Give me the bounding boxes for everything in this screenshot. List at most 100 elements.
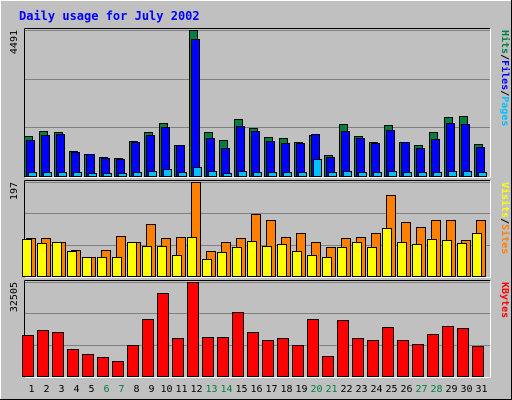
bar-visits-day-7 bbox=[112, 257, 122, 277]
day-label-17: 17 bbox=[265, 384, 277, 395]
day-label-13: 13 bbox=[205, 384, 217, 395]
bar-files-day-25 bbox=[386, 130, 395, 177]
bar-visits-day-29 bbox=[442, 240, 452, 277]
bar-kbytes-day-5 bbox=[82, 354, 94, 377]
bar-kbytes-day-21 bbox=[322, 356, 334, 377]
bar-kbytes-day-2 bbox=[37, 330, 49, 377]
bar-kbytes-day-16 bbox=[247, 332, 259, 377]
bar-kbytes-day-12 bbox=[187, 282, 199, 377]
bar-visits-day-30 bbox=[457, 243, 467, 277]
bar-kbytes-day-30 bbox=[457, 328, 469, 377]
bar-visits-day-17 bbox=[262, 246, 272, 277]
bar-visits-day-23 bbox=[352, 242, 362, 277]
bar-pages-day-20 bbox=[313, 159, 322, 177]
bar-visits-day-1 bbox=[22, 239, 32, 277]
bar-visits-day-22 bbox=[337, 247, 347, 277]
bar-pages-day-7 bbox=[118, 173, 127, 177]
bar-kbytes-day-4 bbox=[67, 349, 79, 377]
series-pages bbox=[28, 159, 487, 177]
bar-files-day-12 bbox=[191, 39, 200, 177]
bar-visits-day-9 bbox=[142, 246, 152, 277]
bar-pages-day-24 bbox=[373, 172, 382, 177]
legend-entry: Sites bbox=[499, 224, 511, 254]
day-label-11: 11 bbox=[175, 384, 187, 395]
day-label-12: 12 bbox=[190, 384, 202, 395]
bar-visits-day-28 bbox=[427, 239, 437, 277]
legend-entry: Hits bbox=[499, 30, 511, 54]
day-label-16: 16 bbox=[250, 384, 262, 395]
bar-pages-day-6 bbox=[103, 173, 112, 177]
bar-kbytes-day-6 bbox=[97, 357, 109, 377]
bar-pages-day-26 bbox=[403, 172, 412, 177]
bar-pages-day-15 bbox=[238, 171, 247, 177]
day-label-19: 19 bbox=[295, 384, 307, 395]
bar-visits-day-12 bbox=[187, 237, 197, 277]
bar-visits-day-10 bbox=[157, 246, 167, 277]
series-legend: Visits/Sites bbox=[499, 182, 511, 254]
bar-visits-day-13 bbox=[202, 259, 212, 277]
day-label-24: 24 bbox=[370, 384, 382, 395]
bar-files-day-29 bbox=[446, 123, 455, 177]
bar-kbytes-day-24 bbox=[367, 340, 379, 377]
bar-kbytes-day-10 bbox=[157, 293, 169, 377]
bar-pages-day-30 bbox=[463, 171, 472, 177]
legend-entry: KBytes bbox=[499, 282, 510, 318]
bar-kbytes-day-1 bbox=[22, 335, 34, 377]
bar-kbytes-day-25 bbox=[382, 327, 394, 377]
day-label-6: 6 bbox=[103, 384, 109, 395]
bar-files-day-16 bbox=[251, 131, 260, 177]
bar-pages-day-29 bbox=[448, 171, 457, 177]
bar-kbytes-day-20 bbox=[307, 319, 319, 377]
bar-pages-day-5 bbox=[88, 173, 97, 177]
bar-files-day-3 bbox=[56, 134, 65, 177]
day-label-5: 5 bbox=[88, 384, 94, 395]
bar-files-day-24 bbox=[371, 143, 380, 177]
bar-files-day-23 bbox=[356, 138, 365, 177]
bar-visits-day-24 bbox=[367, 247, 377, 277]
day-label-29: 29 bbox=[445, 384, 457, 395]
day-label-31: 31 bbox=[475, 384, 487, 395]
bar-visits-day-8 bbox=[127, 242, 137, 277]
bar-kbytes-day-11 bbox=[172, 338, 184, 377]
bar-kbytes-day-28 bbox=[427, 334, 439, 377]
bar-files-day-1 bbox=[26, 140, 35, 177]
legend-entry: Visits bbox=[499, 182, 511, 218]
bar-visits-day-5 bbox=[82, 257, 92, 277]
chart-title: Daily usage for July 2002 bbox=[19, 9, 200, 23]
y-max-label: 32505 bbox=[9, 282, 20, 312]
legend-entry: / bbox=[499, 218, 510, 224]
bar-kbytes-day-23 bbox=[352, 338, 364, 377]
bar-pages-day-22 bbox=[343, 171, 352, 177]
legend-entry: Files bbox=[499, 60, 511, 90]
bar-pages-day-23 bbox=[358, 172, 367, 177]
bar-pages-day-21 bbox=[328, 172, 337, 177]
day-label-15: 15 bbox=[235, 384, 247, 395]
day-label-21: 21 bbox=[325, 384, 337, 395]
bar-files-day-14 bbox=[221, 148, 230, 177]
bar-kbytes-day-27 bbox=[412, 344, 424, 377]
day-label-27: 27 bbox=[415, 384, 427, 395]
bar-kbytes-day-3 bbox=[52, 332, 64, 377]
bar-kbytes-day-19 bbox=[292, 345, 304, 377]
bar-kbytes-day-26 bbox=[397, 340, 409, 377]
bar-pages-day-2 bbox=[43, 172, 52, 177]
bar-pages-day-17 bbox=[268, 172, 277, 177]
bar-files-day-9 bbox=[146, 135, 155, 177]
day-label-28: 28 bbox=[430, 384, 442, 395]
bar-pages-day-14 bbox=[223, 173, 232, 177]
day-label-25: 25 bbox=[385, 384, 397, 395]
bar-pages-day-9 bbox=[148, 171, 157, 177]
bar-kbytes-day-22 bbox=[337, 320, 349, 377]
day-label-4: 4 bbox=[73, 384, 79, 395]
day-label-14: 14 bbox=[220, 384, 232, 395]
bar-files-day-19 bbox=[296, 143, 305, 177]
bar-kbytes-day-31 bbox=[472, 346, 484, 377]
bar-pages-day-3 bbox=[58, 172, 67, 177]
bar-visits-day-2 bbox=[37, 243, 47, 277]
day-label-22: 22 bbox=[340, 384, 352, 395]
bar-visits-day-31 bbox=[472, 233, 482, 277]
bar-pages-day-25 bbox=[388, 171, 397, 177]
panel-visits: 197 Visits/Sites bbox=[9, 180, 511, 278]
